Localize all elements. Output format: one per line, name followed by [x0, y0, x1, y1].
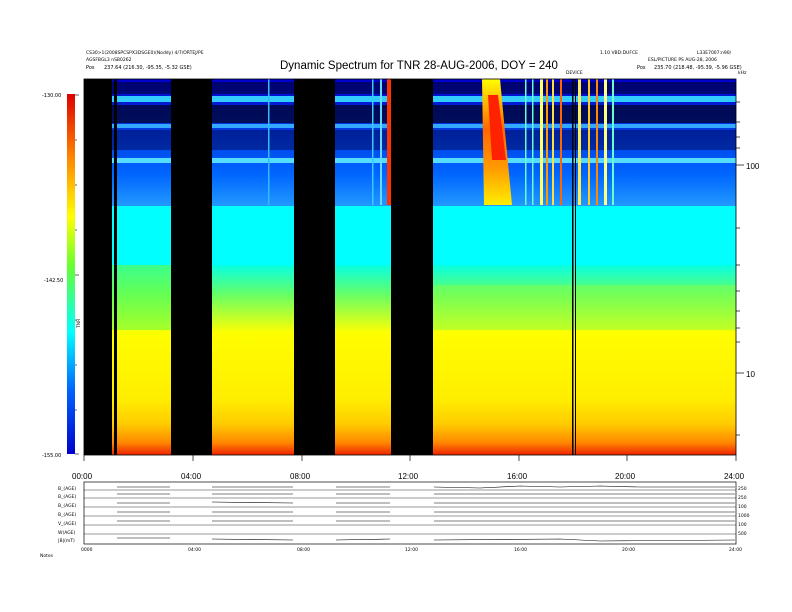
lower-panel-border — [83, 481, 737, 545]
lower-x-tick: 16:00 — [514, 547, 527, 553]
colorbar-axis-label: TNR — [76, 319, 82, 329]
lower-channel-label: B_(AGE) — [58, 494, 76, 500]
lower-x-tick: 08:00 — [297, 547, 310, 553]
colorbar-bottom-label: -155.00 — [42, 453, 61, 459]
chart-title: Dynamic Spectrum for TNR 28-AUG-2006, DO… — [280, 60, 558, 72]
lower-channel-label: B_(AGE) — [58, 512, 76, 518]
x-tick-label: 08:00 — [290, 472, 311, 481]
lower-x-tick: 20:00 — [622, 547, 635, 553]
data-gap — [84, 79, 112, 455]
radio-burst-core — [488, 95, 506, 160]
colorbar — [67, 94, 75, 454]
x-axis-ticks — [83, 455, 737, 461]
lower-channel-label: V_(AGE) — [58, 521, 76, 527]
data-gap — [171, 79, 212, 455]
colorbar-top-label: -130.00 — [42, 93, 61, 99]
left-meta-1: CS30>1(2008SPCSPX3DSGE0)(Noddy) 4/7/ORTE… — [86, 50, 204, 56]
lower-x-tick: 24:00 — [729, 547, 742, 553]
left-pos-value: 237.64 (216.30, -95.35, -5.32 GSE) — [104, 65, 192, 71]
freq-unit: kHz — [738, 70, 747, 76]
lower-right-tick: 1000 — [738, 513, 750, 519]
lower-right-tick: 100 — [738, 504, 747, 510]
green-patch — [430, 285, 736, 330]
trace-lines — [117, 485, 736, 542]
burst-streaks — [268, 79, 614, 205]
lower-right-tick: 250 — [738, 495, 747, 501]
right-meta-1: 1.10 VBD:DUFCE — [600, 50, 638, 56]
right-pos-value: 235.70 (218.48, -95.39, -5.96 GSE) — [654, 65, 742, 71]
right-pos-label: Pos — [637, 65, 646, 71]
footer-notes: Notes — [40, 553, 54, 559]
colorbar-ticks — [75, 94, 79, 455]
freq-label-100: 100 — [746, 162, 760, 171]
x-tick-label: 20:00 — [615, 472, 636, 481]
lower-right-tick: 250 — [738, 486, 747, 492]
right-meta-1b: L33E7007:n90/ — [697, 50, 732, 56]
lower-x-tick: 0000 — [81, 547, 93, 553]
lower-channel-label: B_(AGE) — [58, 503, 76, 509]
x-tick-label: 12:00 — [398, 472, 419, 481]
x-tick-label: 24:00 — [724, 472, 745, 481]
left-pos-label: Pos — [86, 65, 95, 71]
data-gap — [391, 79, 433, 455]
x-tick-label: 00:00 — [72, 472, 93, 481]
data-gap — [114, 79, 117, 455]
freq-label-10: 10 — [746, 370, 755, 379]
lower-channel-label: B_(AGE) — [58, 486, 76, 492]
marker-line — [575, 79, 576, 455]
lower-panel: B_(AGE) B_(AGE) B_(AGE) B_(AGE) V_(AGE) … — [40, 481, 750, 559]
lower-right-tick: 100 — [738, 522, 747, 528]
burst-line — [387, 79, 391, 205]
marker-label: DEVICE — [566, 70, 583, 76]
freq-axis — [736, 101, 744, 436]
lower-channel-label: |B|(mT) — [58, 538, 75, 544]
lower-x-tick: 12:00 — [405, 547, 418, 553]
right-meta-2: ESL/PICTURE PS AUG-28, 2006 — [648, 57, 717, 63]
x-tick-label: 16:00 — [507, 472, 528, 481]
data-gap — [294, 79, 335, 455]
left-meta-2: AGSFBGL3 nSB0262 — [86, 57, 132, 63]
lower-channel-label: W(AGE) — [58, 530, 76, 536]
marker-line — [572, 79, 574, 455]
spectrogram — [83, 78, 737, 456]
lower-right-tick: 500 — [738, 531, 747, 537]
x-tick-label: 04:00 — [181, 472, 202, 481]
colorbar-mid-label: -142.50 — [44, 278, 63, 284]
lower-x-tick: 04:00 — [188, 547, 201, 553]
